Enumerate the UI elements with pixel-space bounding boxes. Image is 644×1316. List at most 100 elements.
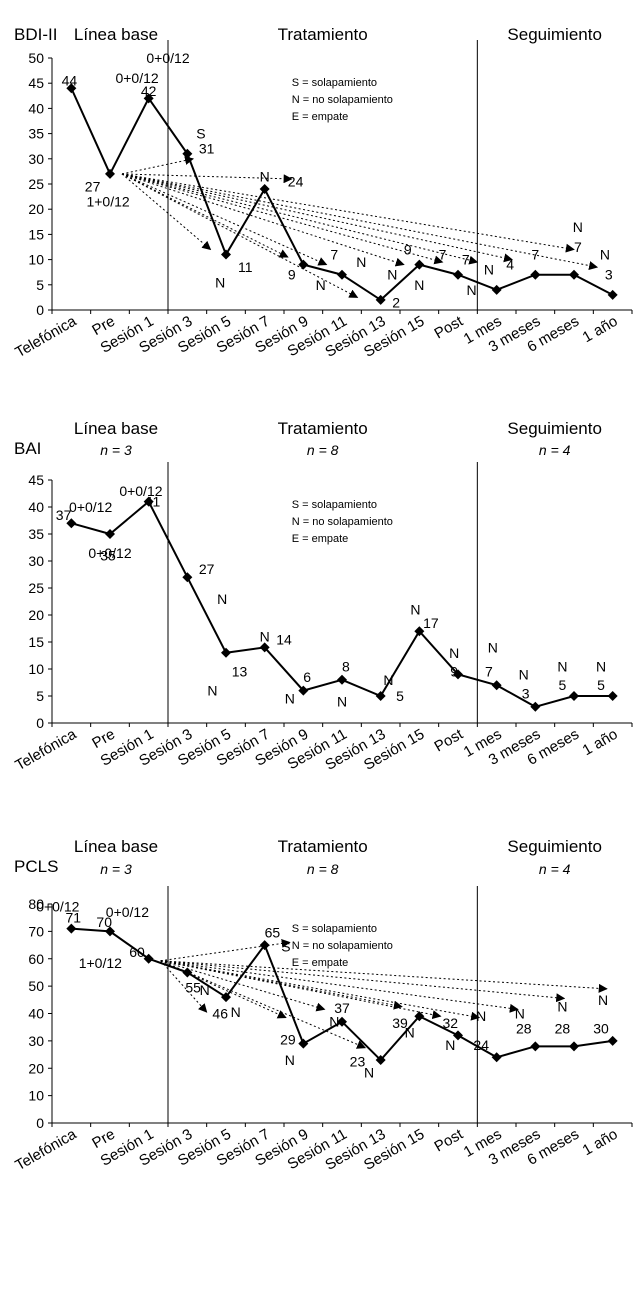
annotation: N xyxy=(215,274,225,290)
annotation: N xyxy=(231,1004,241,1020)
x-tick-label: Post xyxy=(432,312,467,342)
data-point xyxy=(182,572,193,583)
data-point xyxy=(221,249,231,260)
annotation: N xyxy=(557,999,567,1015)
y-tick-label: 5 xyxy=(36,277,44,293)
data-point xyxy=(607,1035,618,1046)
annotation: N xyxy=(329,1014,339,1030)
overlap-arrow xyxy=(121,173,514,263)
data-point xyxy=(414,259,425,270)
phase-header: Línea base xyxy=(74,25,158,44)
data-point xyxy=(337,269,347,280)
annotation: 7 xyxy=(462,252,470,268)
y-tick-label: 30 xyxy=(28,1033,44,1049)
data-label: 27 xyxy=(199,561,215,577)
data-point xyxy=(414,626,425,637)
data-point xyxy=(143,496,154,507)
annotation: N xyxy=(405,1025,415,1041)
data-label: 55 xyxy=(185,979,201,995)
data-label: 3 xyxy=(522,685,530,701)
data-label: 44 xyxy=(62,73,78,89)
y-tick-label: 10 xyxy=(28,661,44,677)
y-tick-label: 40 xyxy=(28,1006,44,1022)
data-label: 17 xyxy=(423,615,439,631)
data-point xyxy=(105,168,115,179)
phase-n: n = 8 xyxy=(307,442,339,458)
annotation: N xyxy=(414,277,424,293)
phase-header: Tratamiento xyxy=(278,419,368,438)
data-point xyxy=(298,1038,309,1049)
annotation: N xyxy=(200,982,210,998)
y-tick-label: 5 xyxy=(36,688,44,704)
phase-header: Tratamiento xyxy=(278,837,368,856)
annotation: N xyxy=(316,277,326,293)
annotation: 1+0/12 xyxy=(79,955,122,971)
data-label: 41 xyxy=(145,494,161,510)
annotation: N xyxy=(356,254,366,270)
annotation: N xyxy=(383,672,393,688)
y-tick-label: 10 xyxy=(28,1088,44,1104)
y-tick-label: 50 xyxy=(28,978,44,994)
y-tick-label: 30 xyxy=(28,151,44,167)
data-label: 28 xyxy=(555,1021,571,1037)
phase-n: n = 8 xyxy=(307,861,339,877)
annotation: 7 xyxy=(531,247,539,263)
data-point xyxy=(221,992,231,1003)
legend-entry: N = no solapamiento xyxy=(292,516,393,528)
y-tick-label: 50 xyxy=(28,50,44,66)
annotation: N xyxy=(207,683,217,699)
x-tick-label: Telefónica xyxy=(12,312,80,361)
annotation: N xyxy=(285,691,295,707)
annotation: N xyxy=(260,168,270,184)
x-tick-label: 1 año xyxy=(580,1126,621,1159)
data-label: 32 xyxy=(442,1015,458,1031)
overlap-arrow xyxy=(121,173,328,266)
overlap-arrow xyxy=(160,960,367,1049)
panel-title: BDI-II xyxy=(14,25,57,44)
data-label: 29 xyxy=(280,1032,296,1048)
data-point xyxy=(337,1016,347,1027)
x-tick-label: Telefónica xyxy=(12,1125,80,1174)
data-point xyxy=(607,289,618,300)
annotation: N xyxy=(466,282,476,298)
y-tick-label: 20 xyxy=(28,607,44,623)
data-label: 5 xyxy=(559,677,567,693)
data-label: 7 xyxy=(485,664,493,680)
panel-title: PCLS xyxy=(14,857,58,876)
annotation: 7 xyxy=(330,247,338,263)
x-tick-label: 1 año xyxy=(580,726,621,759)
data-point xyxy=(569,691,579,701)
data-label: 6 xyxy=(303,669,311,685)
legend-entry: N = no solapamiento xyxy=(292,94,393,106)
data-point xyxy=(298,259,309,270)
annotation: N xyxy=(515,1006,525,1022)
annotation: N xyxy=(484,262,494,278)
data-label: 35 xyxy=(100,548,116,564)
data-label: 65 xyxy=(265,925,281,941)
data-label: 27 xyxy=(85,179,101,195)
legend-entry: S = solapamiento xyxy=(292,499,377,511)
annotation: 4 xyxy=(506,257,514,273)
phase-header: Seguimiento xyxy=(507,837,602,856)
data-point xyxy=(569,1041,579,1052)
data-label: 46 xyxy=(212,1006,228,1022)
data-point xyxy=(491,1052,502,1063)
data-point xyxy=(337,674,347,685)
data-point xyxy=(143,93,154,104)
phase-header: Seguimiento xyxy=(507,25,602,44)
annotation: 9 xyxy=(404,242,412,258)
overlap-arrow xyxy=(160,960,608,993)
overlap-arrow xyxy=(121,156,195,175)
data-point xyxy=(221,647,231,658)
data-point xyxy=(143,953,154,964)
data-point xyxy=(66,923,77,934)
x-tick-label: 1 año xyxy=(580,313,621,346)
phase-n: n = 3 xyxy=(100,442,132,458)
annotation: N xyxy=(387,267,397,283)
data-point xyxy=(530,269,541,280)
y-tick-label: 40 xyxy=(28,499,44,515)
annotation: N xyxy=(285,1052,295,1068)
